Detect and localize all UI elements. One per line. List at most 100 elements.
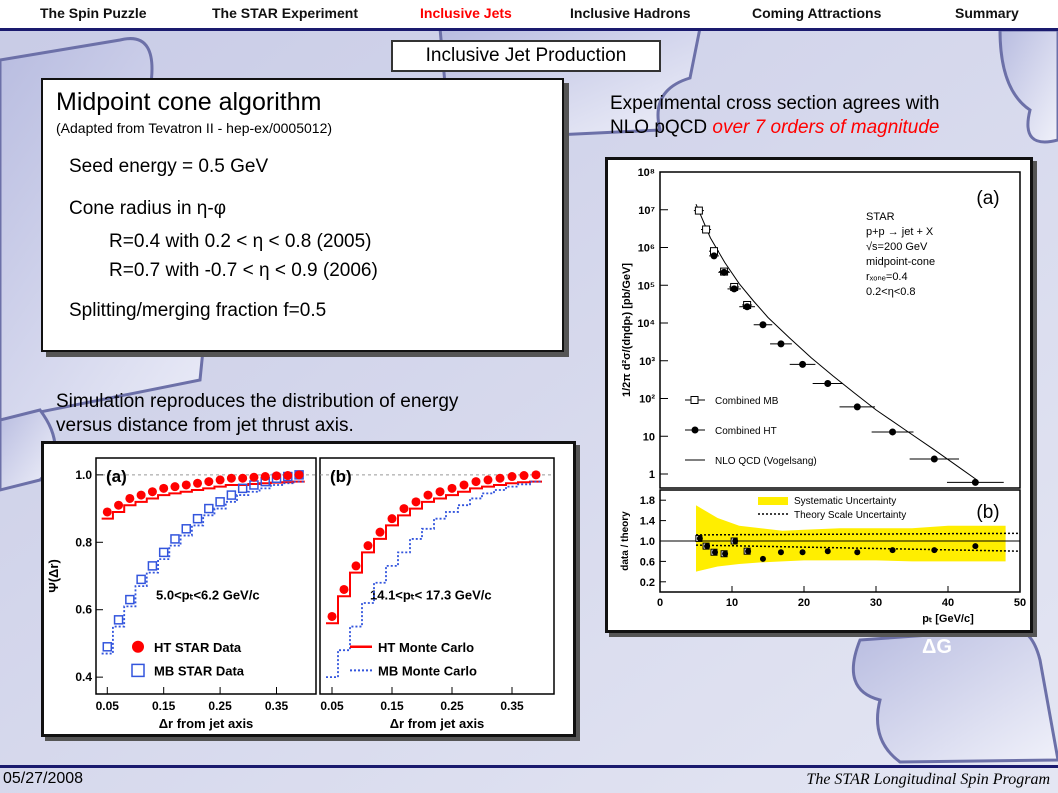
- ht-data-point: [447, 483, 457, 493]
- x-tick-label: 0.15: [152, 699, 176, 713]
- panel-label: (a): [976, 188, 999, 209]
- ht-data-point: [294, 470, 304, 480]
- x-tick-label: 0.35: [265, 699, 289, 713]
- ht-data-point: [777, 340, 785, 348]
- ratio-data-point: [777, 549, 784, 556]
- ht-data-point: [215, 475, 225, 485]
- ht-data-point: [759, 321, 767, 329]
- nav-item-spin-puzzle[interactable]: The Spin Puzzle: [40, 5, 147, 21]
- y-tick-label: 0.8: [75, 535, 92, 549]
- ratio-data-point: [745, 548, 752, 555]
- x-tick-label: 10: [726, 597, 738, 609]
- info-line: p+p → jet + X: [866, 226, 934, 238]
- mb-data-point: [215, 497, 225, 507]
- x-axis-label: Δr from jet axis: [390, 716, 485, 731]
- legend-ht-marker: [132, 640, 144, 653]
- slide-title: Inclusive Jet Production: [391, 40, 661, 72]
- ht-data-point: [114, 500, 124, 510]
- mb-data-point: [136, 574, 146, 585]
- ratio-data-point: [824, 548, 831, 555]
- delta-g-label: ΔG: [922, 636, 952, 658]
- cone-radius: Cone radius in η-φ: [69, 198, 227, 219]
- systematic-uncertainty-band: [696, 505, 1006, 572]
- x-tick-label: 20: [798, 597, 810, 609]
- y-tick-label: 0.6: [75, 603, 92, 617]
- mb-data-point: [147, 561, 158, 571]
- right-caption-plain: NLO pQCD: [610, 117, 713, 138]
- x-tick-label: 30: [870, 597, 882, 609]
- shape-chart-panel: 0.05 0.15 0.25 0.35 0.4 0.6 0.8 1.0 (a) Δr from j…: [41, 441, 576, 737]
- right-caption-line2: NLO pQCD over 7 orders of magnitude: [610, 116, 940, 139]
- legend-mb-marker: [690, 396, 699, 404]
- ratio-data-point: [704, 543, 711, 550]
- legend-entry: HT Monte Carlo: [378, 640, 474, 655]
- x-tick-label: 0.15: [380, 699, 404, 713]
- ht-data-point: [507, 472, 517, 482]
- nav-item-summary[interactable]: Summary: [955, 5, 1019, 21]
- radius-2005: R=0.4 with 0.2 < η < 0.8 (2005): [109, 231, 372, 252]
- footer-divider: [0, 765, 1058, 768]
- panel-label: (b): [976, 502, 999, 523]
- y-axis-label: data / theory: [620, 511, 631, 571]
- nav-item-inclusive-jets[interactable]: Inclusive Jets: [420, 5, 512, 21]
- ratio-data-point: [759, 555, 766, 562]
- y-tick-label: 10⁸: [638, 167, 655, 179]
- y-tick-label: 10⁵: [638, 280, 655, 292]
- puzzle-piece-right-upper: [998, 28, 1058, 144]
- x-tick-label: 0.05: [320, 699, 344, 713]
- seed-energy: Seed energy = 0.5 GeV: [69, 156, 269, 177]
- legend-ht-marker: [691, 426, 699, 434]
- nav-item-star-experiment[interactable]: The STAR Experiment: [212, 5, 358, 21]
- ratio-data-point: [712, 549, 718, 556]
- info-line: √s=200 GeV: [866, 241, 928, 253]
- ht-data-point: [483, 475, 493, 485]
- panel-label: (a): [106, 467, 127, 486]
- y-tick-label: 1.8: [640, 495, 655, 507]
- mb-data-point: [694, 206, 703, 215]
- mb-data-point: [181, 524, 192, 534]
- ht-data-point: [399, 504, 409, 514]
- ht-data-point: [102, 507, 112, 517]
- ratio-data-point: [972, 543, 979, 550]
- mb-data-point: [158, 547, 169, 558]
- pt-range-annotation: 5.0<pₜ<6.2 GeV/c: [156, 588, 260, 603]
- y-tick-label: 1: [649, 469, 655, 481]
- ht-data-point: [930, 455, 938, 463]
- legend-entry: Combined HT: [715, 426, 777, 437]
- jet-shape-chart: 0.05 0.15 0.25 0.35 0.4 0.6 0.8 1.0 (a) Δr from j…: [46, 457, 555, 731]
- mb-data-point: [125, 594, 135, 605]
- ht-data-point: [283, 471, 293, 481]
- y-tick-label: 10: [643, 431, 655, 443]
- ht-data-point: [971, 478, 979, 486]
- footer-date: 05/27/2008: [3, 770, 84, 787]
- x-tick-label: 50: [1014, 597, 1026, 609]
- ht-monte-carlo-curve: [326, 480, 542, 625]
- x-tick-label: 40: [942, 597, 954, 609]
- legend-entry: HT STAR Data: [154, 640, 242, 655]
- ratio-data-point: [854, 549, 861, 556]
- nav-item-inclusive-hadrons[interactable]: Inclusive Hadrons: [570, 5, 691, 21]
- mb-monte-carlo-curve: [326, 480, 542, 679]
- left-caption-line2: versus distance from jet thrust axis.: [56, 415, 354, 436]
- legend-systematic-marker: [758, 497, 788, 505]
- nav-item-coming-attractions[interactable]: Coming Attractions: [752, 5, 882, 21]
- plot-frame: [319, 457, 555, 695]
- splitting-fraction: Splitting/merging fraction f=0.5: [69, 300, 327, 321]
- ht-data-point: [519, 471, 529, 481]
- mb-data-point: [192, 513, 203, 524]
- ht-data-point: [226, 473, 236, 483]
- info-line: rₓₒₙₑ=0.4: [866, 271, 908, 283]
- y-tick-label: 1.0: [75, 468, 92, 482]
- ratio-data-point: [799, 549, 806, 556]
- legend-mb-marker: [131, 663, 145, 678]
- x-tick-label: 0.25: [208, 699, 232, 713]
- ht-data-point: [710, 252, 718, 260]
- legend-entry: MB Monte Carlo: [378, 663, 477, 678]
- ht-data-point: [743, 303, 751, 311]
- ht-data-point: [363, 541, 373, 551]
- legend-entry: Systematic Uncertainty: [794, 496, 896, 507]
- puzzle-piece-right: [851, 626, 1058, 764]
- footer-program: The STAR Longitudinal Spin Program: [806, 771, 1050, 788]
- ht-data-point: [720, 268, 728, 276]
- y-tick-label: 10³: [639, 356, 655, 368]
